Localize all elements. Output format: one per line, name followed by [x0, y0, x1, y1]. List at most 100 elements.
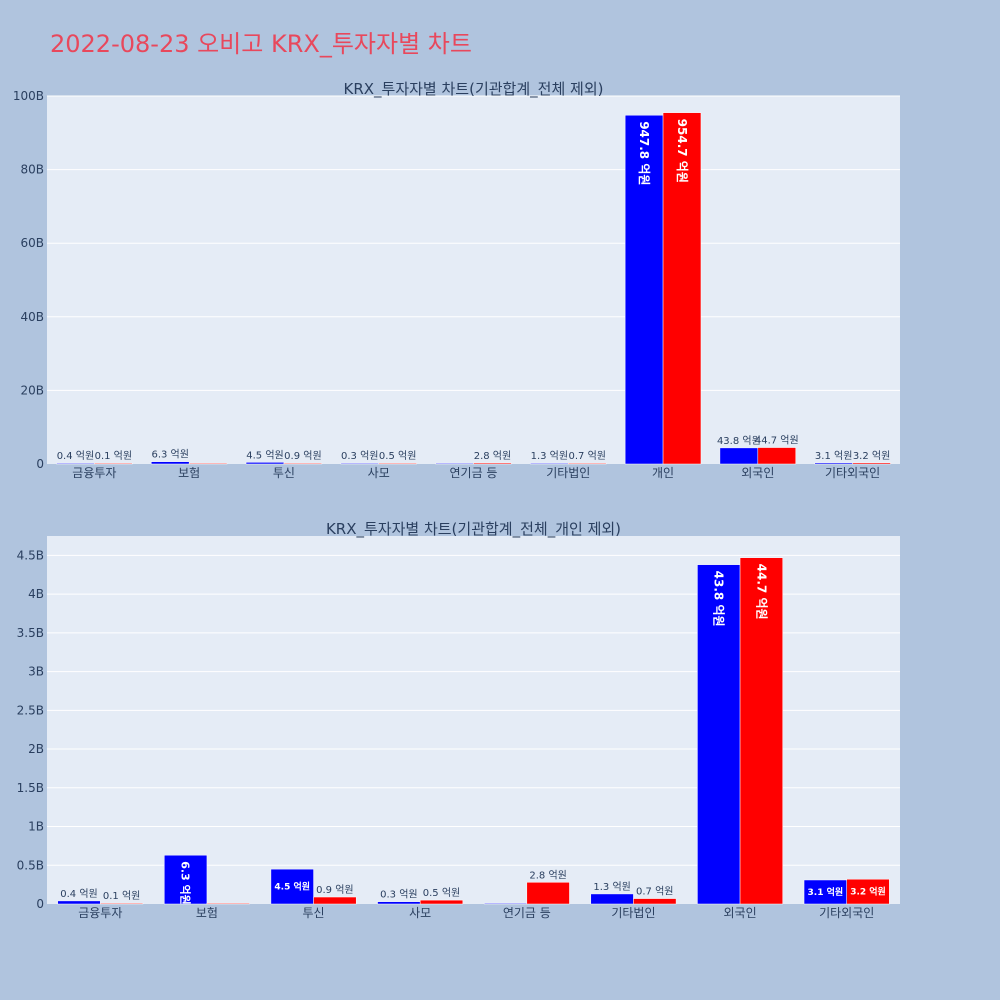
bar — [697, 564, 741, 905]
bar — [852, 462, 891, 465]
x-tick-label: 금융투자 — [72, 466, 116, 480]
bar — [419, 899, 464, 905]
data-label: 954.7 억원 — [675, 119, 689, 183]
y-tick-label: 4.5B — [17, 548, 44, 562]
plot-area — [47, 96, 900, 464]
data-label: 6.3 억원 — [151, 449, 188, 461]
bar — [245, 462, 285, 465]
bar — [719, 447, 759, 465]
bar — [526, 882, 570, 905]
bar — [846, 878, 890, 905]
data-label: 1.3 억원 — [531, 450, 568, 462]
x-tick-label: 사모 — [368, 466, 390, 480]
bar — [530, 462, 569, 465]
bar — [757, 447, 796, 465]
y-tick-label: 3B — [28, 665, 44, 679]
data-label: 44.7 억원 — [754, 564, 768, 620]
bar — [624, 114, 664, 465]
y-tick-label: 1B — [28, 820, 44, 834]
data-label: 0.4 억원 — [57, 450, 94, 462]
data-label: 43.8 억원 — [712, 571, 726, 627]
y-tick-label: 4B — [28, 587, 44, 601]
y-tick-label: 80B — [20, 163, 44, 177]
data-label: 0.3 억원 — [380, 889, 417, 901]
x-tick-label: 기타법인 — [546, 466, 590, 480]
y-tick-label: 0 — [36, 897, 44, 911]
bar — [483, 902, 528, 905]
x-tick-label: 개인 — [652, 466, 674, 480]
x-tick-label: 연기금 등 — [503, 906, 551, 920]
y-tick-label: 100B — [13, 89, 44, 103]
data-label: 6.3 억원 — [179, 861, 193, 905]
bar — [57, 900, 101, 905]
bar — [739, 557, 783, 905]
x-tick-label: 외국인 — [741, 466, 774, 480]
data-label: 3.2 억원 — [850, 886, 886, 898]
bar — [377, 901, 421, 905]
bar — [56, 462, 95, 465]
chart-1: 0 20B 40B 60B 80B 100B KRX_투자자별 차트(기관합계_전체 제외)… — [13, 80, 900, 480]
bar — [283, 462, 323, 465]
chart-2: 0 0.5B 1B 1.5B 2B 2.5B 3B 3.5B 4B 4.5B KRX_투자자별 차트… — [17, 520, 900, 920]
y-tick-label: 60B — [20, 236, 44, 250]
x-tick-label: 기타외국인 — [825, 466, 880, 480]
data-label: 43.8 억원 — [717, 435, 761, 447]
data-label: 1.3 억원 — [593, 881, 630, 893]
bar — [270, 868, 314, 905]
bar — [814, 462, 853, 465]
data-label: 44.7 억원 — [755, 435, 799, 447]
data-label: 2.8 억원 — [474, 450, 511, 462]
data-label: 3.1 억원 — [815, 450, 852, 462]
data-label: 4.5 억원 — [274, 881, 310, 893]
data-label: 0.5 억원 — [379, 450, 416, 462]
data-label: 0.3 억원 — [341, 450, 378, 462]
data-label: 2.8 억원 — [529, 869, 566, 881]
x-tick-label: 투신 — [303, 906, 325, 920]
data-label: 0.7 억원 — [636, 886, 673, 898]
bar — [188, 462, 228, 465]
data-label: 0.1 억원 — [95, 450, 132, 462]
x-tick-label: 보험 — [178, 466, 200, 480]
page-title: 2022-08-23 오비고 KRX_투자자별 차트 — [50, 30, 472, 58]
bar — [340, 462, 379, 465]
bar — [100, 902, 144, 905]
y-tick-label: 0 — [36, 457, 44, 471]
bar — [435, 462, 474, 465]
x-tick-label: 기타외국인 — [819, 906, 874, 920]
data-label: 0.4 억원 — [60, 888, 97, 900]
data-label: 947.8 억원 — [637, 121, 651, 185]
bar — [206, 902, 250, 905]
x-tick-label: 금융투자 — [78, 906, 122, 920]
chart-title: KRX_투자자별 차트(기관합계_전체_개인 제외) — [326, 520, 621, 539]
bar — [151, 461, 190, 465]
y-tick-label: 0.5B — [17, 858, 44, 872]
data-label: 0.5 억원 — [423, 887, 460, 899]
chart-title: KRX_투자자별 차트(기관합계_전체 제외) — [344, 80, 604, 99]
x-tick-label: 투신 — [273, 466, 295, 480]
y-tick-label: 20B — [20, 383, 44, 397]
y-tick-label: 2.5B — [17, 703, 44, 717]
data-label: 0.9 억원 — [316, 884, 353, 896]
y-tick-label: 2B — [28, 742, 44, 756]
y-tick-label: 40B — [20, 310, 44, 324]
bar — [164, 854, 208, 905]
y-tick-label: 1.5B — [17, 781, 44, 795]
data-label: 0.7 억원 — [568, 450, 605, 462]
y-tick-label: 3.5B — [17, 626, 44, 640]
x-tick-label: 연기금 등 — [450, 466, 498, 480]
x-tick-label: 사모 — [409, 906, 431, 920]
bar — [590, 893, 634, 905]
bar — [473, 462, 512, 465]
data-label: 4.5 억원 — [246, 449, 283, 461]
x-tick-label: 기타법인 — [611, 906, 655, 920]
bar — [568, 462, 607, 465]
data-label: 0.9 억원 — [284, 450, 321, 462]
x-tick-label: 외국인 — [724, 906, 757, 920]
data-label: 3.1 억원 — [808, 886, 844, 898]
bar — [313, 896, 357, 905]
bar — [378, 462, 417, 465]
bar — [633, 898, 677, 905]
data-label: 0.1 억원 — [103, 890, 140, 902]
x-tick-label: 보험 — [196, 906, 218, 920]
